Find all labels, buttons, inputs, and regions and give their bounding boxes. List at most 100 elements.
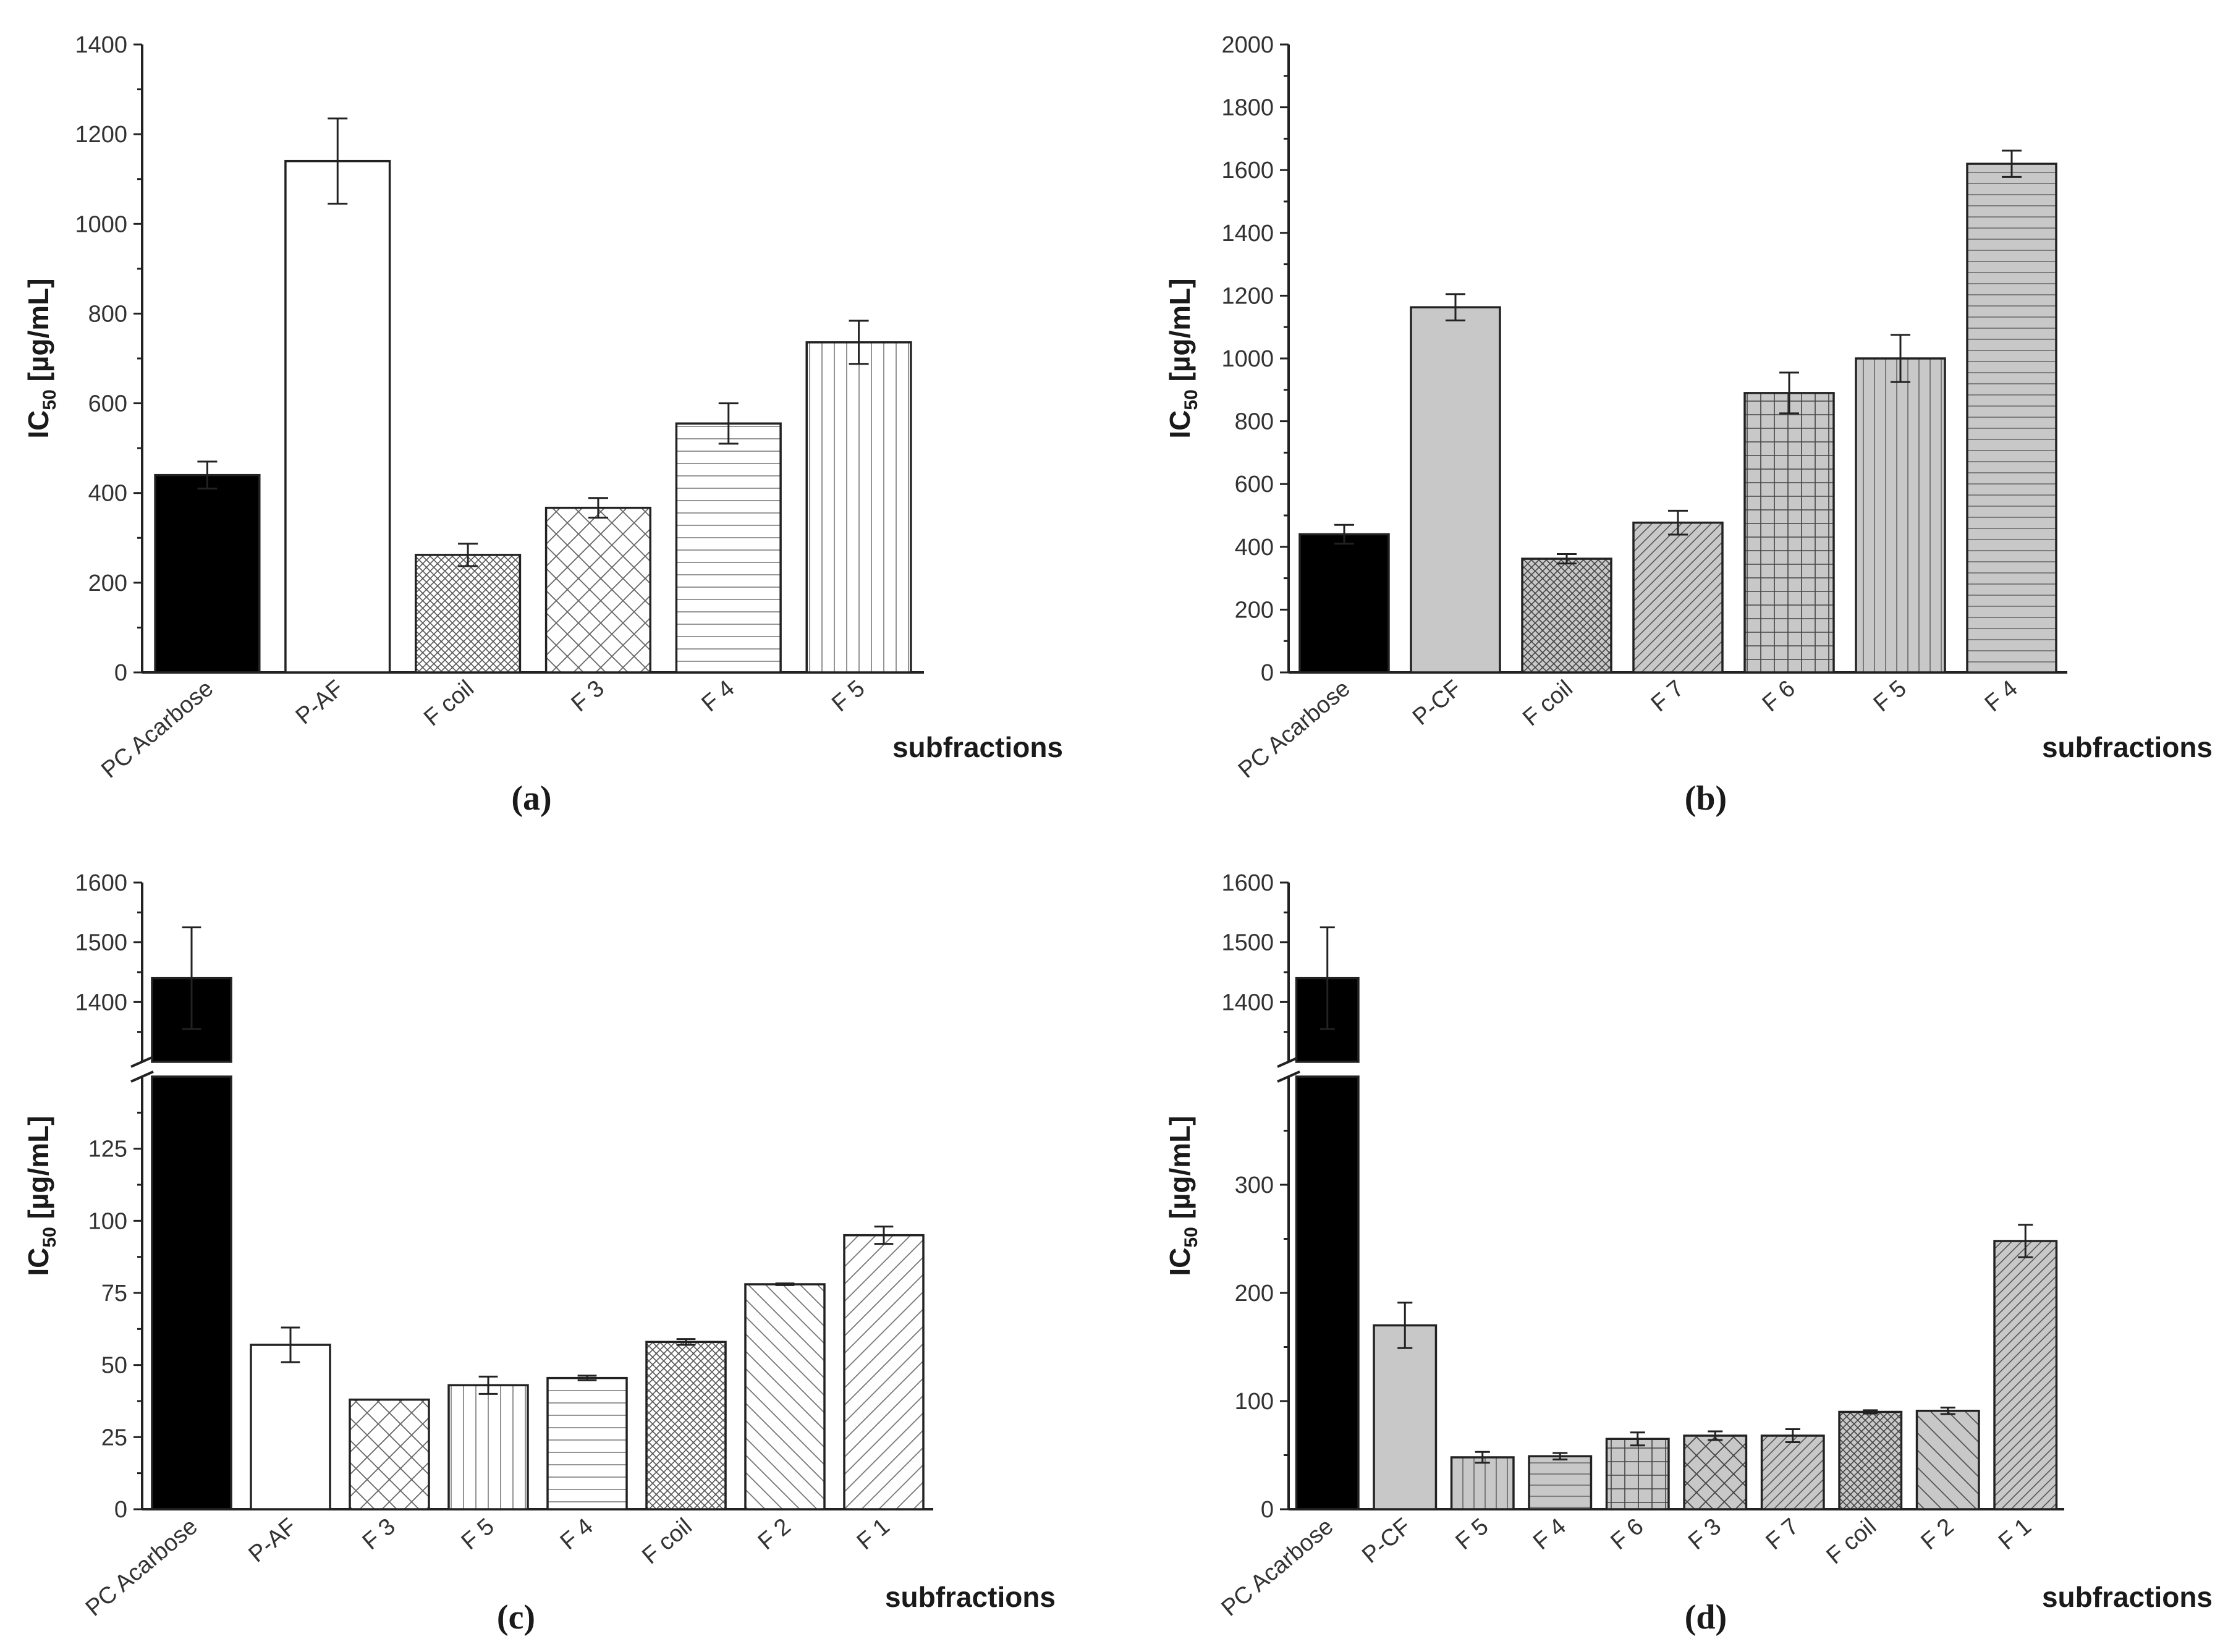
bar-d-0-lower: [1295, 1075, 1360, 1510]
error-bar: [2002, 150, 2022, 178]
bar-a-4: [675, 422, 782, 674]
y-tick-label: 1400: [1221, 989, 1274, 1015]
y-tick-label: 100: [88, 1208, 127, 1234]
bar-c-3: [447, 1384, 529, 1510]
y-tick-label: 0: [114, 1497, 127, 1523]
x-category-label: F 7: [1646, 676, 1689, 717]
y-tick-label: 400: [1235, 535, 1274, 561]
y-axis-title: IC50 [µg/mL]: [22, 278, 60, 438]
y-tick-label: 1500: [75, 930, 127, 956]
error-bar: [577, 1375, 597, 1381]
bar-c-2: [349, 1398, 430, 1510]
error-bar: [1630, 1431, 1645, 1447]
panel-b: 0 200 400 600 800 1000 1200 1400 1600 1800 2000 PC …: [1164, 32, 2213, 818]
error-bar: [1940, 1407, 1955, 1415]
error-bar: [1785, 1428, 1800, 1443]
error-bar: [1557, 553, 1577, 565]
bar-a-1: [284, 159, 391, 674]
x-axis-title: subfractions: [892, 731, 1063, 763]
error-bar: [458, 543, 478, 567]
x-category-label: PC Acarbose: [81, 1514, 203, 1622]
error-bar: [849, 320, 869, 365]
bar-b-4: [1743, 392, 1835, 674]
x-category-label: F 2: [753, 1514, 796, 1555]
y-tick-label: 75: [101, 1281, 127, 1307]
bar-a-0: [154, 473, 261, 674]
x-category-label: F coil: [637, 1514, 697, 1570]
error-bar: [1668, 509, 1688, 536]
x-category-label: F coil: [1518, 676, 1578, 732]
y-tick-label: 1000: [75, 211, 127, 237]
y-tick-label: 1000: [1221, 346, 1274, 372]
x-category-label: F 4: [556, 1514, 598, 1555]
y-tick-label: 1600: [1221, 158, 1274, 184]
x-category-label: F 4: [697, 676, 739, 717]
y-tick-label: 200: [1235, 597, 1274, 623]
panel-d: 0 100 200 300 1400 1500 1600 PC Acarbose P-CF F 5…: [1164, 870, 2213, 1637]
y-tick-label: 1400: [75, 989, 127, 1015]
error-bar: [478, 1375, 498, 1395]
y-tick-label: 1400: [1221, 221, 1274, 247]
error-bar: [1319, 926, 1335, 1030]
error-bar: [775, 1282, 795, 1286]
error-bar: [1779, 371, 1799, 415]
x-category-label: F 5: [1451, 1514, 1493, 1555]
y-tick-label: 1200: [1221, 283, 1274, 309]
x-category-label: F 5: [1869, 676, 1912, 717]
bar-a-2: [415, 554, 522, 674]
y-tick-label: 100: [1235, 1389, 1274, 1415]
y-axis-title: IC50 [µg/mL]: [1164, 278, 1201, 438]
y-tick-label: 200: [1235, 1281, 1274, 1307]
error-bar: [2018, 1224, 2033, 1258]
x-category-label: F 3: [567, 676, 609, 717]
bar-d-9: [1993, 1240, 2058, 1510]
error-bar: [1397, 1302, 1413, 1349]
panel-label: (d): [1685, 1598, 1727, 1637]
bar-d-3: [1528, 1455, 1593, 1510]
y-tick-label: 400: [88, 481, 127, 507]
bar-b-5: [1855, 357, 1946, 674]
panel-label: (b): [1685, 779, 1727, 818]
x-category-label: F coil: [1821, 1514, 1881, 1570]
y-tick-label: 1600: [75, 870, 127, 896]
y-tick-label: 800: [1235, 409, 1274, 435]
x-category-label: F 6: [1606, 1514, 1648, 1555]
bar-b-6: [1966, 163, 2057, 674]
y-tick-label: 300: [1235, 1172, 1274, 1198]
bar-b-0: [1298, 533, 1390, 674]
x-category-label: F 4: [1980, 676, 2023, 717]
bar-a-5: [805, 341, 912, 674]
y-tick-label: 1200: [75, 122, 127, 148]
error-bar: [1334, 523, 1354, 545]
x-category-label: F 1: [852, 1514, 895, 1555]
y-tick-label: 1800: [1221, 95, 1274, 121]
y-tick-label: 125: [88, 1137, 127, 1163]
y-tick-label: 200: [88, 570, 127, 596]
error-bar: [588, 497, 608, 519]
error-bar: [718, 402, 739, 445]
x-category-label: F 5: [457, 1514, 499, 1555]
panel-a: 0 200 400 600 800 1000 1200 1400 PC Acarbose P-AF…: [22, 32, 1063, 818]
error-bar: [1552, 1452, 1568, 1460]
x-category-label: F 3: [1684, 1514, 1726, 1555]
x-category-label: F 5: [827, 676, 870, 717]
x-axis-title: subfractions: [2042, 731, 2213, 763]
y-tick-label: 0: [114, 660, 127, 686]
error-bar: [328, 117, 348, 205]
bar-d-2: [1450, 1456, 1515, 1510]
bar-a-3: [544, 506, 651, 674]
bar-d-5: [1683, 1434, 1748, 1510]
bar-c-0-lower: [151, 1075, 232, 1510]
y-tick-label: 1500: [1221, 930, 1274, 956]
x-category-label: F 6: [1758, 676, 1800, 717]
error-bar: [676, 1338, 696, 1346]
error-bar: [1708, 1430, 1723, 1441]
x-category-label: F 3: [358, 1514, 400, 1555]
y-tick-label: 50: [101, 1353, 127, 1379]
error-bar: [874, 1226, 894, 1245]
y-tick-label: 0: [1261, 1497, 1274, 1523]
error-bar: [281, 1326, 300, 1363]
error-bar: [182, 926, 201, 1030]
y-tick-label: 600: [88, 391, 127, 417]
